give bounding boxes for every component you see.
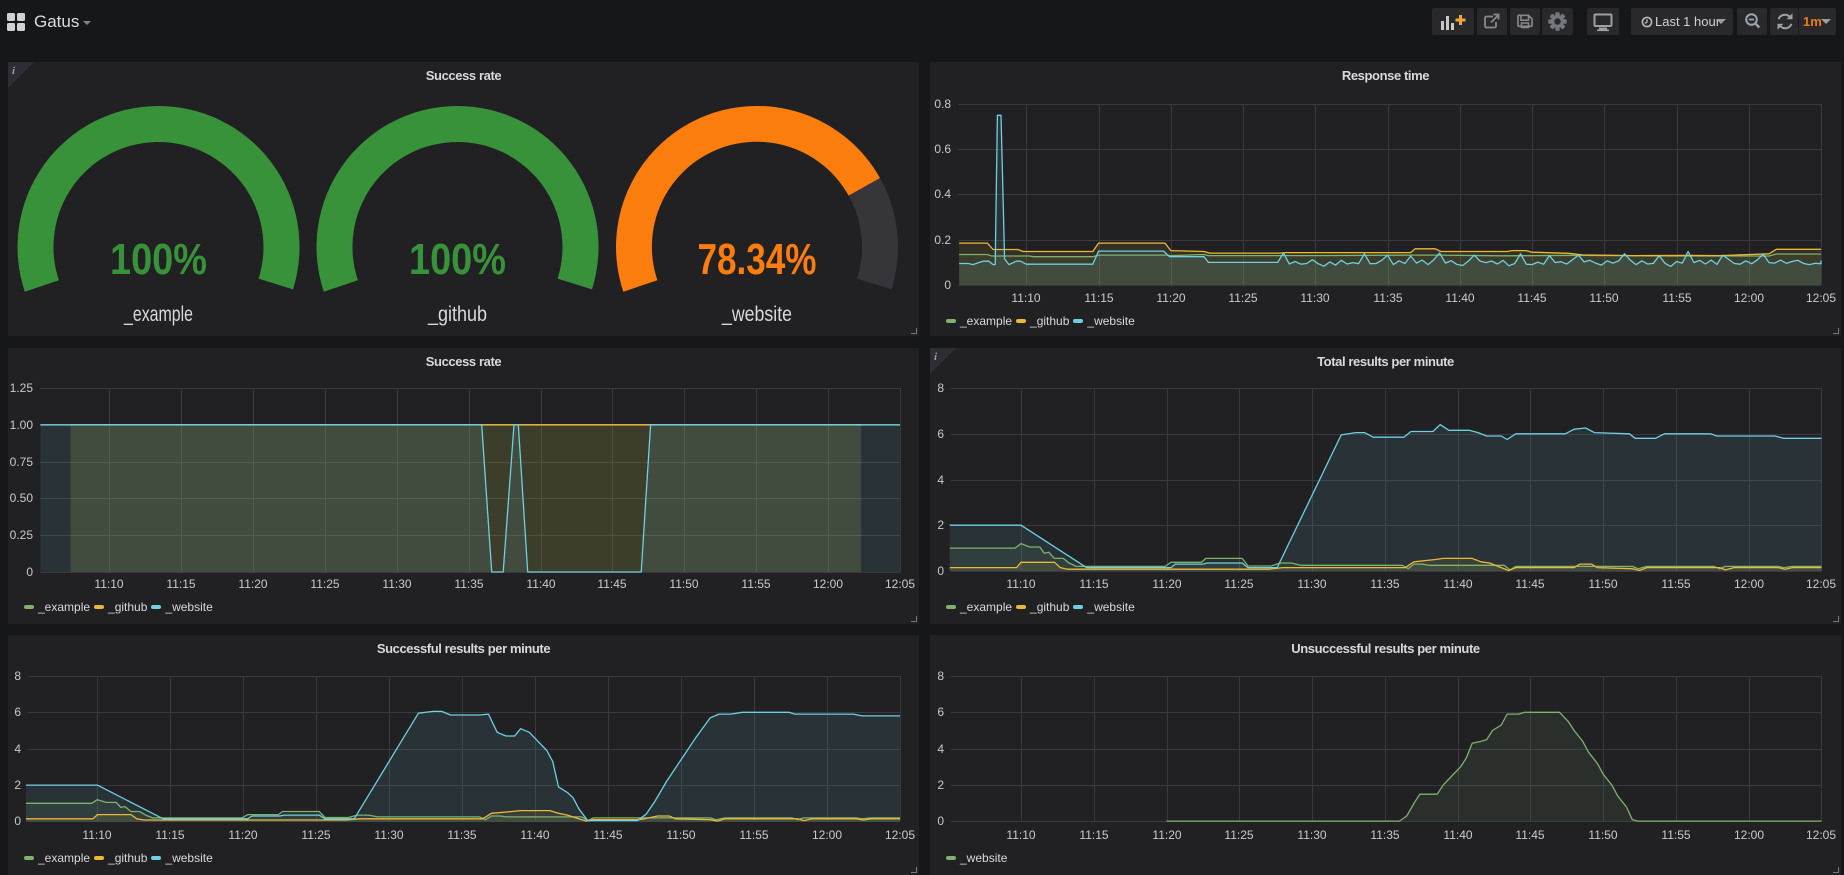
svg-text:11:40: 11:40	[520, 828, 549, 842]
svg-text:0.50: 0.50	[10, 491, 34, 505]
svg-text:4: 4	[937, 742, 944, 756]
svg-text:11:25: 11:25	[1228, 291, 1257, 305]
svg-text:_example: _example	[123, 303, 193, 326]
svg-text:0: 0	[26, 565, 33, 579]
svg-text:11:40: 11:40	[526, 577, 555, 591]
svg-text:2: 2	[937, 778, 944, 792]
svg-text:100%: 100%	[409, 235, 506, 284]
svg-text:12:05: 12:05	[885, 828, 915, 842]
svg-text:11:30: 11:30	[1300, 291, 1329, 305]
svg-text:11:30: 11:30	[382, 577, 411, 591]
svg-text:11:10: 11:10	[1006, 828, 1035, 842]
svg-text:8: 8	[937, 669, 944, 683]
svg-text:8: 8	[14, 669, 21, 683]
svg-text:11:25: 11:25	[310, 577, 339, 591]
svg-text:12:00: 12:00	[812, 828, 842, 842]
svg-text:11:30: 11:30	[374, 828, 403, 842]
svg-text:11:15: 11:15	[166, 577, 195, 591]
svg-text:4: 4	[937, 473, 944, 487]
svg-text:11:50: 11:50	[1588, 577, 1617, 591]
svg-text:i: i	[12, 65, 16, 77]
svg-text:12:00: 12:00	[1734, 291, 1764, 305]
svg-text:11:50: 11:50	[669, 577, 698, 591]
svg-text:12:00: 12:00	[1734, 828, 1764, 842]
svg-text:11:20: 11:20	[1152, 577, 1181, 591]
svg-text:11:40: 11:40	[1443, 577, 1472, 591]
svg-text:0.75: 0.75	[10, 455, 34, 469]
svg-text:11:10: 11:10	[1006, 577, 1035, 591]
svg-text:0.6: 0.6	[934, 142, 951, 156]
svg-text:11:20: 11:20	[238, 577, 267, 591]
svg-text:11:35: 11:35	[447, 828, 476, 842]
svg-text:11:25: 11:25	[1224, 828, 1253, 842]
svg-text:11:10: 11:10	[94, 577, 123, 591]
svg-text:11:45: 11:45	[1515, 828, 1544, 842]
svg-text:4: 4	[14, 742, 21, 756]
svg-text:11:15: 11:15	[1079, 577, 1108, 591]
svg-text:12:00: 12:00	[813, 577, 843, 591]
svg-text:11:45: 11:45	[1515, 577, 1544, 591]
svg-text:0.25: 0.25	[10, 528, 34, 542]
svg-text:11:55: 11:55	[741, 577, 770, 591]
svg-text:2: 2	[14, 778, 21, 792]
svg-text:0.2: 0.2	[934, 233, 951, 247]
svg-text:11:10: 11:10	[1011, 291, 1040, 305]
svg-text:11:25: 11:25	[1224, 577, 1253, 591]
svg-text:12:05: 12:05	[1806, 577, 1836, 591]
svg-text:11:35: 11:35	[1370, 828, 1399, 842]
svg-text:11:55: 11:55	[739, 828, 768, 842]
svg-text:11:15: 11:15	[155, 828, 184, 842]
svg-text:0.4: 0.4	[934, 187, 951, 201]
svg-text:11:55: 11:55	[1662, 291, 1691, 305]
svg-text:78.34%: 78.34%	[698, 235, 817, 284]
svg-text:i: i	[934, 351, 938, 363]
svg-text:11:45: 11:45	[593, 828, 622, 842]
svg-text:100%: 100%	[110, 235, 207, 284]
svg-text:12:05: 12:05	[885, 577, 915, 591]
svg-text:11:20: 11:20	[228, 828, 257, 842]
svg-text:11:15: 11:15	[1079, 828, 1108, 842]
svg-text:11:55: 11:55	[1661, 577, 1690, 591]
svg-text:0: 0	[937, 564, 944, 578]
svg-text:11:30: 11:30	[1297, 577, 1326, 591]
svg-text:1.25: 1.25	[10, 381, 34, 395]
svg-text:11:45: 11:45	[1517, 291, 1546, 305]
svg-text:12:00: 12:00	[1734, 577, 1764, 591]
svg-text:0: 0	[937, 814, 944, 828]
svg-text:_github: _github	[427, 303, 487, 326]
svg-text:6: 6	[14, 705, 21, 719]
svg-text:8: 8	[937, 381, 944, 395]
svg-text:11:40: 11:40	[1443, 828, 1472, 842]
svg-text:1.00: 1.00	[10, 418, 34, 432]
svg-text:11:50: 11:50	[1588, 828, 1617, 842]
svg-text:0: 0	[944, 278, 951, 292]
svg-text:11:35: 11:35	[1373, 291, 1402, 305]
svg-text:11:40: 11:40	[1445, 291, 1474, 305]
svg-text:11:50: 11:50	[1589, 291, 1618, 305]
svg-text:11:20: 11:20	[1152, 828, 1181, 842]
svg-text:_website: _website	[721, 303, 792, 326]
svg-text:6: 6	[937, 705, 944, 719]
svg-text:12:05: 12:05	[1806, 828, 1836, 842]
svg-text:12:05: 12:05	[1806, 291, 1836, 305]
svg-text:0.8: 0.8	[934, 97, 951, 111]
svg-text:11:25: 11:25	[301, 828, 330, 842]
svg-text:6: 6	[937, 427, 944, 441]
svg-text:11:45: 11:45	[597, 577, 626, 591]
svg-text:11:55: 11:55	[1661, 828, 1690, 842]
svg-text:11:20: 11:20	[1156, 291, 1185, 305]
svg-text:11:10: 11:10	[82, 828, 111, 842]
svg-text:11:35: 11:35	[454, 577, 483, 591]
svg-text:11:35: 11:35	[1370, 577, 1399, 591]
svg-text:0: 0	[14, 814, 21, 828]
svg-text:11:30: 11:30	[1297, 828, 1326, 842]
svg-text:2: 2	[937, 518, 944, 532]
svg-text:11:50: 11:50	[666, 828, 695, 842]
svg-text:11:15: 11:15	[1084, 291, 1113, 305]
